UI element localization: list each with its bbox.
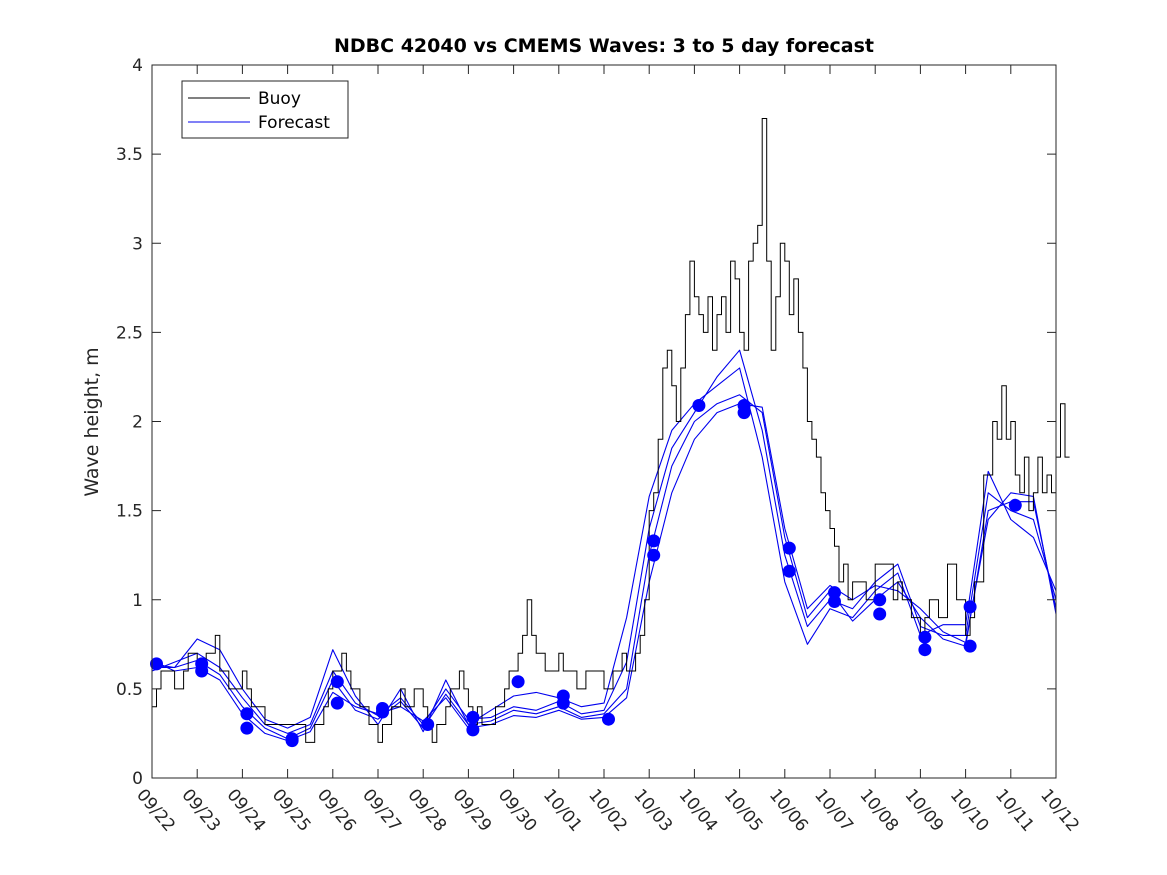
forecast-marker (828, 586, 841, 600)
forecast-marker (918, 643, 932, 657)
forecast-marker (647, 548, 661, 562)
forecast-marker (737, 406, 751, 420)
legend: Buoy Forecast (181, 80, 349, 139)
y-tick-label: 0 (132, 769, 143, 789)
y-tick-label: 3 (132, 234, 143, 254)
forecast-marker (330, 675, 344, 689)
y-axis-title: Wave height, m (81, 347, 103, 496)
forecast-marker (376, 705, 389, 719)
legend-box (181, 80, 349, 139)
forecast-marker (873, 607, 887, 621)
buoy-line (152, 118, 1070, 743)
legend-label-buoy: Buoy (258, 89, 301, 109)
forecast-marker (647, 534, 661, 548)
forecast-marker (511, 675, 525, 689)
forecast-marker (195, 664, 209, 678)
forecast-marker (240, 721, 254, 735)
y-tick-label: 2 (132, 413, 143, 433)
forecast-marker (602, 712, 615, 726)
forecast-marker (1008, 498, 1022, 512)
y-tick-label: 1 (132, 591, 143, 611)
y-tick-label: 1.5 (116, 502, 143, 522)
forecast-marker (421, 718, 435, 731)
forecast-marker (918, 630, 932, 644)
y-tick-label: 0.5 (116, 680, 143, 700)
forecast-marker (692, 399, 706, 412)
forecast-marker (782, 564, 796, 578)
forecast-marker (873, 593, 887, 607)
forecast-marker (240, 707, 254, 721)
chart-title: NDBC 42040 vs CMEMS Waves: 3 to 5 day fo… (334, 35, 874, 57)
y-tick-label: 4 (132, 56, 143, 76)
forecast-line-2 (151, 349, 1057, 734)
forecast-marker (963, 600, 977, 614)
forecast-marker (828, 595, 841, 608)
forecast-marker (466, 723, 480, 737)
forecast-marker (556, 696, 570, 710)
forecast-marker (330, 696, 344, 710)
forecast-marker (285, 734, 299, 748)
forecast-marker (466, 710, 480, 724)
forecast-marker (150, 657, 163, 671)
forecast-marker (963, 639, 977, 653)
legend-label-forecast: Forecast (258, 113, 330, 133)
forecast-marker (782, 541, 796, 555)
forecast-line-3 (152, 394, 1057, 740)
y-tick-label: 2.5 (116, 323, 143, 343)
plot-area (150, 118, 1070, 748)
y-tick-label: 3.5 (116, 145, 143, 165)
